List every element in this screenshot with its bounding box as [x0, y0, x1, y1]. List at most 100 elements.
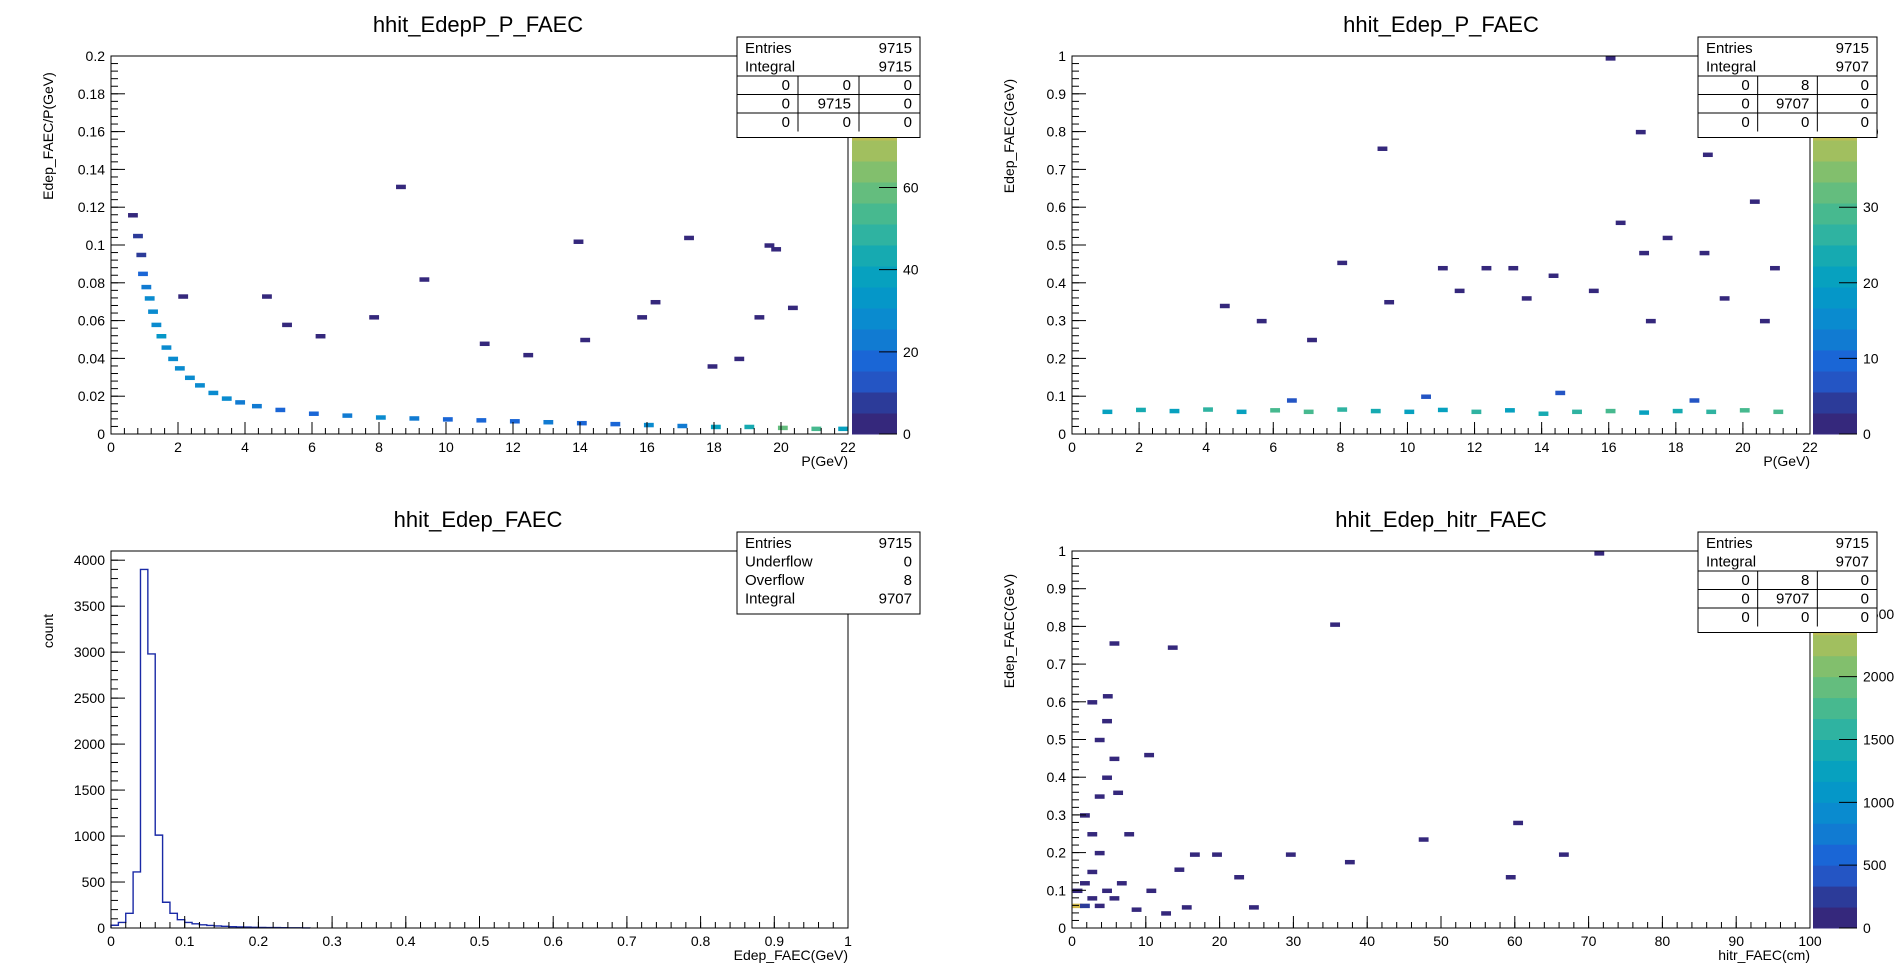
y-tick-label: 3500: [74, 598, 105, 614]
heatmap-cell: [1421, 394, 1431, 399]
heatmap-cell: [1572, 409, 1582, 415]
stats-cell: 0: [1861, 572, 1869, 589]
y-tick-label: 0.04: [78, 350, 105, 366]
chart-title: hhit_Edep_hitr_FAEC: [1335, 507, 1547, 532]
x-tick-label: 1: [844, 933, 852, 949]
stats-frame: [1697, 36, 1878, 138]
chart-title: hhit_EdepP_P_FAEC: [373, 12, 583, 37]
color-bar-segment: [852, 203, 897, 225]
heatmap-cell: [161, 345, 172, 350]
stats-frame: [736, 531, 921, 615]
histogram-bin: [155, 835, 162, 928]
stats-value: 0: [904, 554, 912, 571]
heatmap-cell: [262, 294, 272, 299]
heatmap-cell: [754, 315, 765, 320]
heatmap-cell: [1189, 852, 1200, 857]
x-axis-label: P(GeV): [801, 453, 848, 469]
heatmap-cell: [1377, 146, 1388, 151]
heatmap-cell: [128, 213, 138, 218]
x-tick-label: 10: [438, 439, 454, 455]
heatmap-cell: [1337, 407, 1348, 412]
x-tick-label: 80: [1655, 933, 1671, 949]
heatmap-cell: [1639, 410, 1650, 415]
x-tick-label: 18: [1668, 439, 1684, 455]
heatmap-cell: [1689, 398, 1700, 403]
color-bar-segment: [1813, 634, 1857, 657]
color-bar-label: 0: [1863, 426, 1871, 442]
heatmap-cell: [1699, 250, 1710, 256]
color-bar-label: 0: [1863, 920, 1871, 936]
color-bar-segment: [852, 245, 897, 267]
histogram-bin: [185, 922, 192, 928]
heatmap-cell: [573, 239, 584, 244]
color-bar-segment: [1813, 676, 1857, 699]
y-tick-label: 3000: [74, 644, 105, 660]
y-tick-label: 0.4: [1047, 769, 1067, 785]
y-tick-label: 0.2: [1047, 845, 1067, 861]
x-tick-label: 0.7: [617, 933, 637, 949]
heatmap-cell: [144, 296, 155, 301]
x-tick-label: 50: [1433, 933, 1449, 949]
heatmap-cell: [1384, 299, 1395, 305]
stats-value: 9715: [1836, 535, 1869, 552]
x-tick-label: 12: [1467, 439, 1483, 455]
heatmap-cell: [576, 420, 587, 426]
y-tick-label: 1: [1058, 48, 1066, 64]
heatmap-cell: [1131, 907, 1142, 912]
color-bar-segment: [1813, 140, 1857, 162]
heatmap-cell: [1594, 551, 1605, 556]
y-axis-label: Edep_FAEC/P(GeV): [40, 72, 56, 200]
heatmap-cell: [1102, 694, 1113, 699]
heatmap-cell: [1087, 832, 1098, 837]
heatmap-cell: [1087, 700, 1098, 705]
histogram-bin: [170, 913, 177, 928]
y-tick-label: 0.08: [78, 275, 105, 291]
stats-cell: 8: [1801, 572, 1809, 589]
x-tick-label: 8: [375, 439, 383, 455]
stats-cell: 0: [904, 96, 912, 113]
heatmap-cell: [315, 334, 326, 339]
heatmap-cell: [1144, 752, 1155, 758]
x-tick-label: 10: [1138, 933, 1154, 949]
stats-cell: 0: [904, 114, 912, 131]
stats-cell: 0: [782, 114, 790, 131]
x-tick-label: 20: [773, 439, 789, 455]
stats-value: 9715: [879, 40, 912, 57]
color-bar-segment: [1813, 308, 1857, 330]
x-tick-label: 22: [840, 439, 856, 455]
y-tick-label: 0.12: [78, 199, 105, 215]
y-axis: 0 500 1000 1500 2000 2500 3000 3500 4000 count: [40, 550, 125, 936]
x-tick-label: 18: [706, 439, 722, 455]
heatmap-cell: [1588, 288, 1599, 294]
y-tick-label: 0.6: [1047, 694, 1067, 710]
heatmap-cell: [1079, 881, 1090, 886]
heatmap-cell: [1286, 398, 1297, 403]
color-bar-segment: [1813, 781, 1857, 803]
x-tick-label: 0.9: [765, 933, 785, 949]
stats-key: Entries: [1706, 535, 1753, 552]
heatmap-cell: [1370, 408, 1381, 414]
stats-cell: 0: [1741, 572, 1749, 589]
heatmap-cell: [1773, 409, 1784, 415]
heatmap-cell: [184, 375, 195, 381]
y-tick-label: 0.3: [1047, 313, 1067, 329]
heatmap-cell: [1094, 794, 1105, 799]
color-bar-segment: [1813, 224, 1857, 246]
stats-cell: 0: [782, 96, 790, 113]
heatmap-cell: [1635, 129, 1646, 135]
y-tick-label: 0.7: [1047, 161, 1067, 177]
stats-cell: 0: [1861, 114, 1869, 131]
x-tick-label: 14: [572, 439, 588, 455]
heatmap-cell: [580, 337, 591, 343]
color-bar-segment: [852, 350, 897, 372]
heatmap-cell: [1087, 869, 1098, 875]
color-bar-segment: [1813, 886, 1857, 908]
heatmap-cell: [684, 235, 694, 241]
heatmap-cell: [650, 299, 661, 305]
heatmap-cell: [1181, 905, 1192, 910]
y-axis-label: Edep_FAEC(GeV): [1001, 79, 1017, 193]
heatmap-cell: [1437, 265, 1448, 271]
heatmap-cell: [375, 415, 386, 420]
heatmap-cell: [1330, 622, 1341, 627]
